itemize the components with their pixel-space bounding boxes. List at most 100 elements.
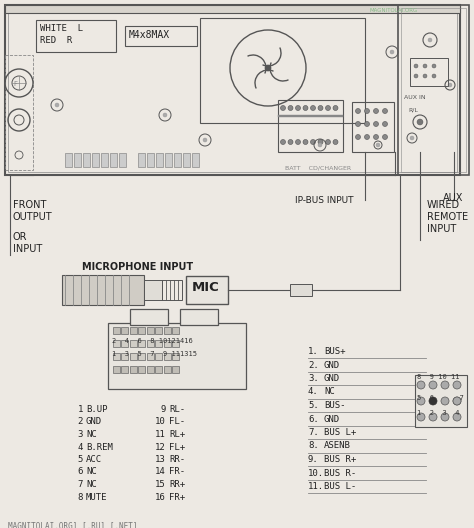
- Circle shape: [410, 136, 414, 140]
- Circle shape: [376, 143, 380, 147]
- Text: 3.: 3.: [308, 374, 319, 383]
- Bar: [113, 353, 120, 360]
- Circle shape: [383, 121, 388, 127]
- Text: B.REM: B.REM: [86, 442, 113, 451]
- Text: RR+: RR+: [169, 480, 185, 489]
- Text: 10.: 10.: [308, 468, 324, 477]
- Bar: [113, 340, 120, 347]
- Bar: [174, 153, 181, 167]
- Circle shape: [281, 106, 285, 110]
- Circle shape: [423, 64, 427, 68]
- Text: BUS R-: BUS R-: [324, 468, 356, 477]
- Bar: [144, 280, 162, 300]
- Text: 14: 14: [155, 467, 166, 476]
- Bar: [147, 153, 154, 167]
- Text: 8  9 10 11: 8 9 10 11: [417, 374, 459, 380]
- Bar: [147, 340, 154, 347]
- Text: MUTE: MUTE: [86, 493, 108, 502]
- Bar: [121, 366, 128, 373]
- Text: INPUT: INPUT: [427, 224, 456, 234]
- Text: R/L: R/L: [408, 108, 418, 113]
- Circle shape: [303, 139, 308, 145]
- Text: OUTPUT: OUTPUT: [13, 212, 53, 222]
- Circle shape: [356, 121, 361, 127]
- Text: BUS R+: BUS R+: [324, 455, 356, 464]
- Circle shape: [365, 135, 370, 139]
- Bar: [147, 366, 154, 373]
- Circle shape: [428, 38, 432, 42]
- Bar: [192, 153, 199, 167]
- Text: 9.: 9.: [308, 455, 319, 464]
- Bar: [5, 5, 460, 175]
- Text: 11.: 11.: [308, 482, 324, 491]
- Text: 7.: 7.: [308, 428, 319, 437]
- Bar: [164, 327, 171, 334]
- Circle shape: [441, 397, 449, 405]
- Circle shape: [414, 64, 418, 68]
- Circle shape: [318, 143, 322, 147]
- Text: 1  3  5  7  9 111315: 1 3 5 7 9 111315: [112, 351, 197, 357]
- Text: MIC: MIC: [192, 281, 220, 294]
- Circle shape: [414, 74, 418, 78]
- Circle shape: [432, 74, 436, 78]
- Bar: [130, 309, 168, 325]
- Text: OR: OR: [13, 232, 27, 242]
- Text: M4x8MAX: M4x8MAX: [129, 30, 170, 40]
- Circle shape: [453, 397, 461, 405]
- Circle shape: [374, 135, 379, 139]
- Bar: [410, 58, 448, 86]
- Text: 1.: 1.: [308, 347, 319, 356]
- Circle shape: [423, 74, 427, 78]
- Bar: [278, 100, 343, 152]
- Text: BATT    CD/CHANGER: BATT CD/CHANGER: [285, 166, 351, 171]
- Circle shape: [417, 397, 425, 405]
- Circle shape: [265, 65, 271, 71]
- Text: RL+: RL+: [169, 430, 185, 439]
- Bar: [186, 276, 228, 304]
- Bar: [278, 115, 343, 117]
- Bar: [138, 340, 146, 347]
- Circle shape: [429, 397, 437, 405]
- Circle shape: [383, 108, 388, 114]
- Bar: [147, 327, 154, 334]
- Bar: [398, 5, 469, 175]
- Text: GND: GND: [86, 418, 102, 427]
- Circle shape: [203, 138, 207, 142]
- Text: MAGNITOLAI.ORG] [.RU] [.NET]: MAGNITOLAI.ORG] [.RU] [.NET]: [8, 521, 137, 528]
- Bar: [164, 340, 171, 347]
- Bar: [5, 5, 460, 13]
- Text: NC: NC: [86, 467, 97, 476]
- Bar: [5, 55, 33, 170]
- Circle shape: [288, 139, 293, 145]
- Bar: [155, 340, 163, 347]
- Text: IP-BUS INPUT: IP-BUS INPUT: [295, 196, 354, 205]
- Circle shape: [432, 64, 436, 68]
- Text: NC: NC: [86, 480, 97, 489]
- Text: 1  2  3  4: 1 2 3 4: [417, 410, 459, 416]
- Bar: [401, 8, 466, 172]
- Text: ASENB: ASENB: [324, 441, 351, 450]
- Circle shape: [374, 121, 379, 127]
- Bar: [65, 153, 72, 167]
- Circle shape: [453, 397, 461, 405]
- Text: RL-: RL-: [169, 405, 185, 414]
- Circle shape: [356, 108, 361, 114]
- Bar: [156, 153, 163, 167]
- Bar: [147, 353, 154, 360]
- Text: 11: 11: [155, 430, 166, 439]
- Circle shape: [365, 108, 370, 114]
- Bar: [130, 340, 137, 347]
- Bar: [162, 280, 182, 300]
- Bar: [8, 8, 457, 172]
- Text: 2.: 2.: [308, 361, 319, 370]
- Text: 10: 10: [155, 418, 166, 427]
- Bar: [36, 20, 116, 52]
- Circle shape: [310, 139, 316, 145]
- Bar: [173, 353, 180, 360]
- Text: RR-: RR-: [169, 455, 185, 464]
- Circle shape: [390, 50, 394, 54]
- Text: 9: 9: [161, 405, 166, 414]
- Text: 13: 13: [155, 455, 166, 464]
- Circle shape: [448, 83, 452, 87]
- Circle shape: [441, 413, 449, 421]
